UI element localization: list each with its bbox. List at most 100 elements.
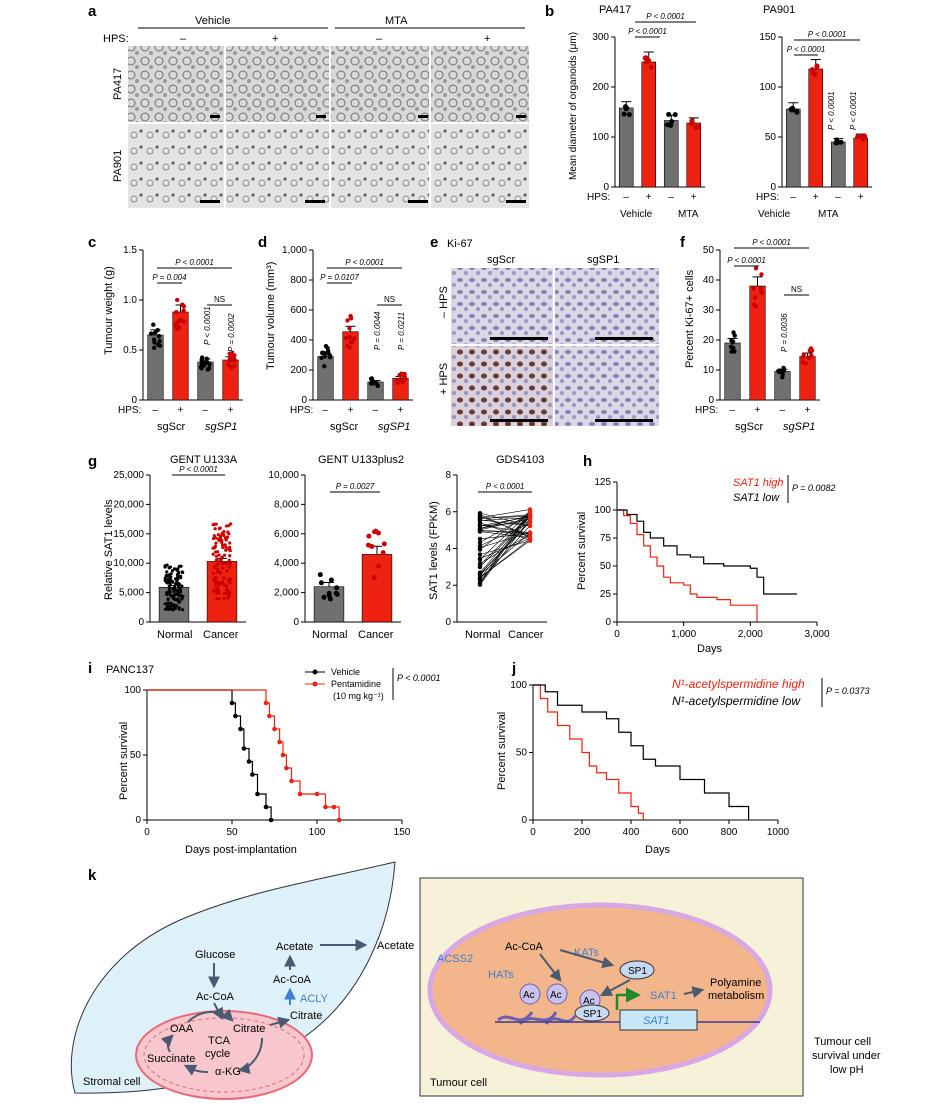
survival-curve: [533, 684, 750, 820]
data-point: [322, 354, 328, 359]
data-point: [227, 594, 231, 598]
data-point: [201, 363, 207, 368]
k-oaa: OAA: [170, 1023, 194, 1035]
data-point: [167, 592, 172, 596]
b2-title: PA901: [763, 4, 795, 16]
panel-label-h: h: [583, 453, 592, 470]
data-point: [181, 308, 186, 313]
data-point: [477, 529, 483, 534]
y-tick-label: 300: [592, 32, 609, 43]
a-hps-label: HPS:: [103, 33, 129, 45]
data-point: [163, 578, 167, 582]
bar: [206, 561, 238, 623]
k-sat1: SAT1: [650, 990, 677, 1002]
sig-label: P < 0.0001: [808, 30, 847, 39]
data-point: [153, 330, 158, 335]
y-tick-label: 1.0: [123, 295, 137, 306]
sig-label: P = 0.0044: [373, 311, 382, 350]
y-tick-label: 1,000: [282, 245, 307, 256]
data-point: [169, 572, 173, 576]
y-tick-label: 150: [759, 32, 776, 43]
data-point: [527, 531, 533, 536]
a-minus-2: –: [376, 33, 383, 45]
k-arrow: [183, 1064, 209, 1076]
survival-marker: [268, 817, 274, 823]
panel-label-g: g: [88, 453, 97, 470]
data-point: [477, 552, 483, 557]
panel-label-c: c: [88, 234, 96, 251]
data-point: [223, 561, 227, 565]
j-xlabel: Days: [645, 844, 671, 856]
y-tick-label: 0.5: [123, 345, 137, 356]
data-point: [809, 353, 814, 358]
survival-marker: [323, 804, 328, 810]
data-point: [175, 297, 180, 303]
paired-line: [479, 518, 531, 585]
paired-line: [479, 533, 531, 540]
sig-label: P < 0.0001: [175, 258, 214, 267]
y-tick-label: 0: [445, 617, 451, 628]
data-point: [151, 322, 156, 327]
g3-ylabel: SAT1 levels (FPKM): [428, 501, 440, 600]
data-point: [814, 64, 820, 70]
y-tick-label: 0: [131, 395, 137, 406]
paired-line: [479, 514, 531, 538]
data-point: [220, 538, 224, 543]
a-image-r2c2: [226, 124, 329, 208]
data-point: [163, 607, 168, 611]
data-point: [211, 571, 215, 575]
data-point: [165, 570, 169, 574]
sig-label: P < 0.0001: [787, 45, 826, 54]
a-image-r1c3: [331, 46, 429, 122]
sig-label: P = 0.004: [152, 273, 187, 282]
k-sp1-dna: [574, 1004, 610, 1022]
bar: [830, 141, 846, 188]
data-point: [318, 580, 324, 586]
data-point: [732, 333, 737, 338]
data-point: [776, 369, 781, 374]
paired-line: [479, 522, 531, 527]
f-ylabel: Percent Ki-67+ cells: [684, 269, 696, 368]
b1-title: PA417: [599, 4, 631, 16]
i-title: PANC137: [106, 664, 154, 676]
k-arrow: [599, 979, 631, 997]
sig-label: P = 0.0107: [320, 273, 359, 282]
k-arrow: [160, 1034, 174, 1053]
x-tick-label: 50: [226, 827, 238, 838]
e-image-r2c2: [555, 346, 659, 426]
g2-x2: Cancer: [358, 629, 394, 641]
data-point: [199, 357, 204, 363]
data-point: [321, 594, 327, 600]
data-point: [214, 579, 218, 583]
data-point: [225, 569, 229, 573]
sig-label: P < 0.0001: [646, 12, 685, 21]
k-ac-1: [519, 983, 541, 1005]
sig-label: P < 0.0001: [628, 27, 667, 36]
x-tick-label: 200: [574, 827, 591, 838]
data-point: [214, 550, 218, 554]
paired-line: [479, 512, 531, 584]
data-point: [179, 576, 183, 580]
k-acetate: Acetate: [276, 941, 313, 953]
e-scalebar: [595, 419, 653, 422]
b-hps-label-2: HPS:: [756, 192, 779, 203]
data-point: [221, 545, 225, 550]
data-point: [178, 587, 183, 591]
survival-marker: [314, 791, 320, 797]
data-point: [228, 581, 232, 585]
y-tick-label: 50: [703, 245, 715, 256]
data-point: [222, 533, 226, 537]
data-point: [752, 295, 758, 300]
data-point: [477, 510, 483, 516]
data-point: [221, 566, 225, 570]
y-tick-label: 0: [605, 617, 611, 628]
k-hats: HATs: [488, 969, 514, 981]
data-point: [211, 552, 215, 556]
data-point: [174, 582, 178, 586]
k-arrow: [559, 949, 615, 969]
c-hps-label: HPS:: [118, 405, 141, 416]
data-point: [179, 564, 183, 568]
data-point: [163, 602, 167, 606]
data-point: [224, 545, 228, 549]
data-point: [171, 587, 175, 591]
